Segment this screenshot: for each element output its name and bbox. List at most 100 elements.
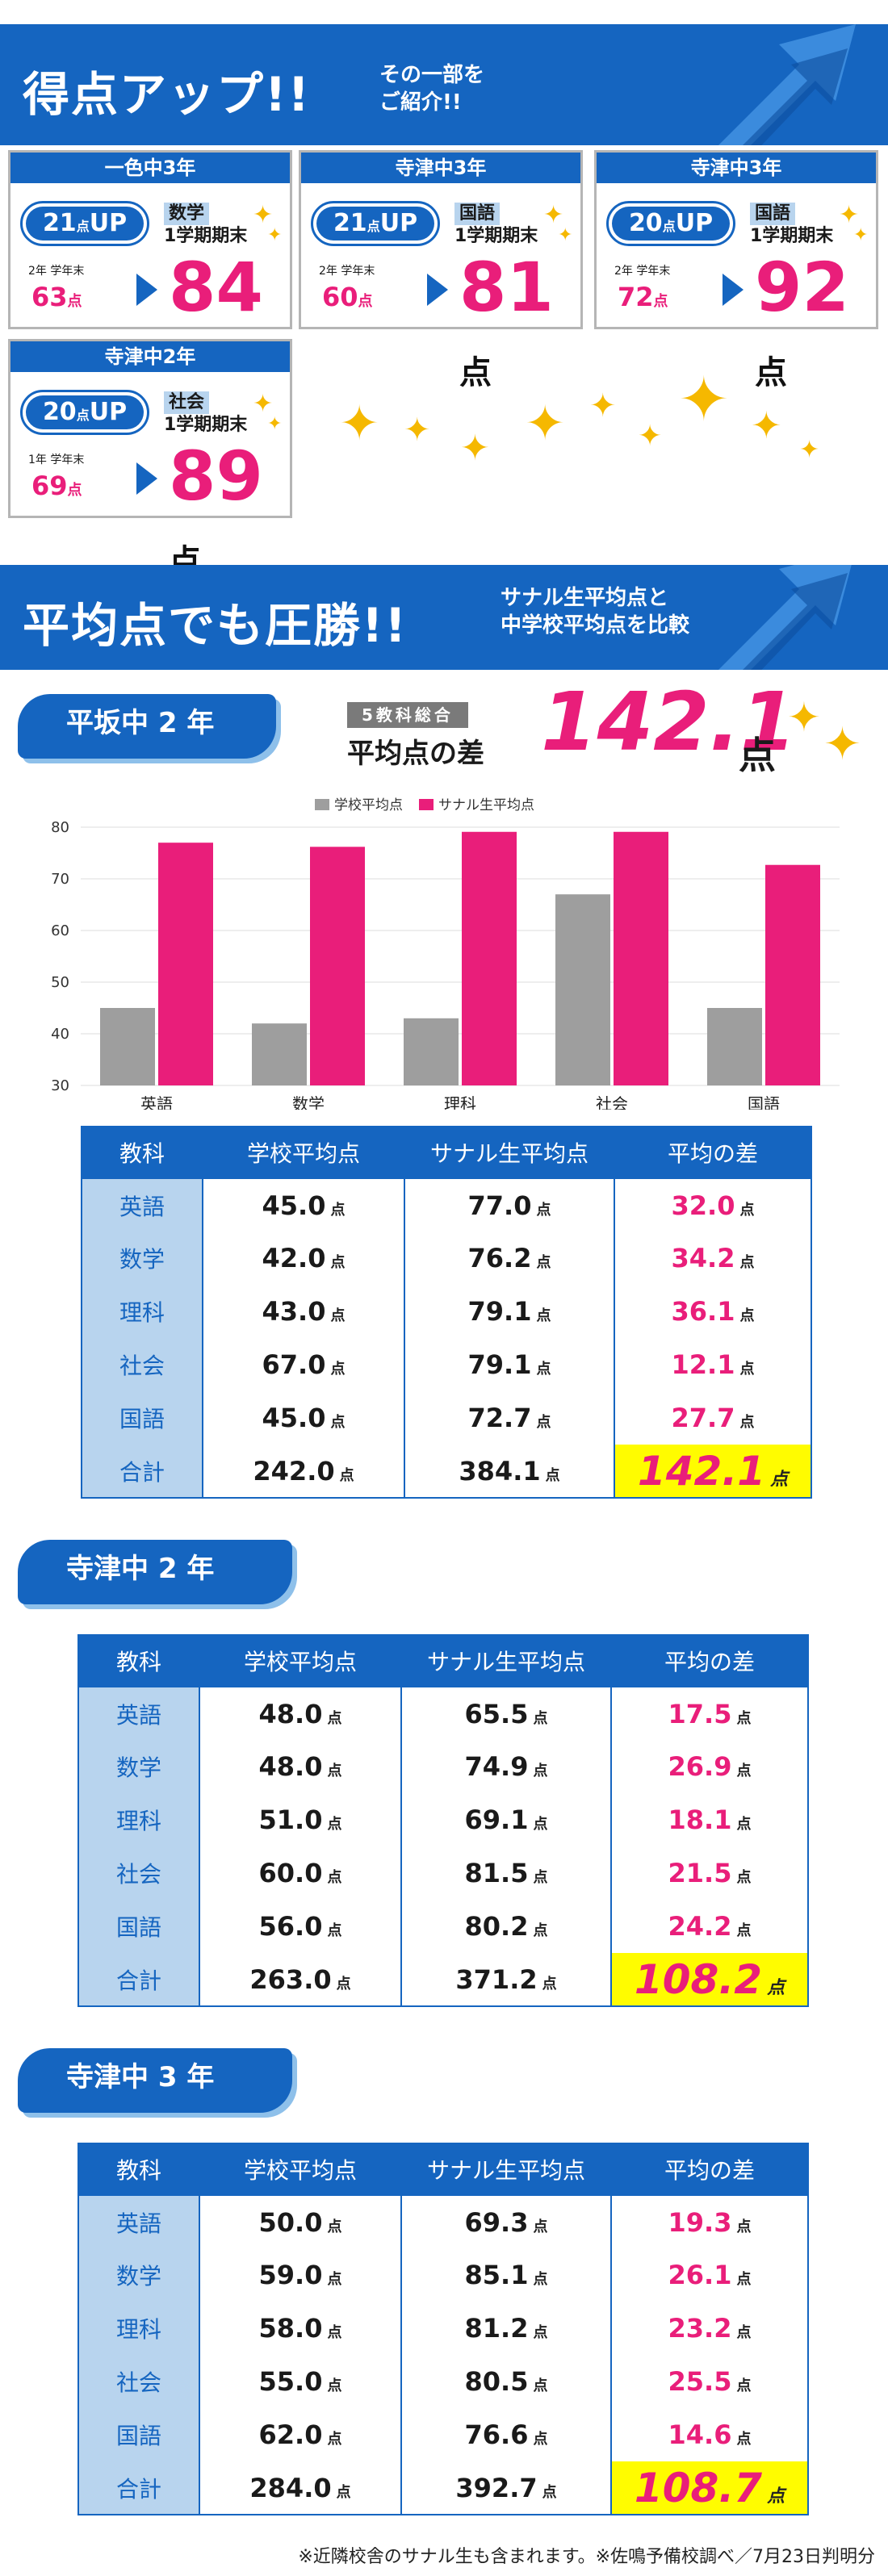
diff-value: 14.6 xyxy=(668,2419,732,2450)
legend-swatch xyxy=(315,799,329,810)
table-row: 英語 45.0 点 77.0 点 32.0 点 xyxy=(81,1178,812,1232)
table-total-row: 合計 242.0 点 384.1 点 142.1 点 xyxy=(81,1445,812,1499)
unit: 点 xyxy=(767,2486,785,2507)
sanaru-avg-value: 69.3 xyxy=(464,2206,529,2238)
card-term: 1学期期末 xyxy=(164,226,248,246)
prev-score-value: 60 xyxy=(322,282,358,312)
sanaru-total-cell: 392.7 点 xyxy=(400,2461,612,2515)
diff-cell: 19.3 点 xyxy=(610,2195,809,2248)
table-header-row: 教科 学校平均点 サナル生平均点 平均の差 xyxy=(81,1126,812,1179)
unit: 点 xyxy=(536,1254,551,1271)
subject-cell: 数学 xyxy=(77,1740,200,1793)
up-badge: 21点UP xyxy=(26,207,144,240)
subject-cell: 英語 xyxy=(77,1687,200,1740)
diff-total-cell: 142.1 点 xyxy=(614,1445,812,1499)
sum-diff-unit: 点 xyxy=(739,734,776,777)
school-avg-cell: 60.0 点 xyxy=(199,1846,402,1900)
subject-cell: 合計 xyxy=(77,1953,200,2007)
school-avg-cell: 48.0 点 xyxy=(199,1687,402,1740)
diff-cell: 14.6 点 xyxy=(610,2408,809,2461)
up-unit: 点 xyxy=(662,219,676,234)
subject-cell: 理科 xyxy=(77,1793,200,1846)
unit: 点 xyxy=(533,2324,548,2341)
school-avg-cell: 56.0 点 xyxy=(199,1900,402,1953)
unit: 点 xyxy=(330,1254,346,1271)
unit: 点 xyxy=(330,1361,346,1378)
diff-value: 27.7 xyxy=(671,1403,735,1433)
unit: 点 xyxy=(533,2377,548,2394)
sanaru-avg-value: 80.5 xyxy=(464,2366,529,2397)
table-row: 国語 62.0 点 76.6 点 14.6 点 xyxy=(77,2408,809,2461)
up-amount: 20 xyxy=(628,209,663,237)
unit: 点 xyxy=(739,1361,755,1378)
subject-cell: 国語 xyxy=(77,1900,200,1953)
table-header: 平均の差 xyxy=(610,2143,809,2196)
banner-subtitle-line2: ご紹介!! xyxy=(379,90,462,115)
card-school: 一色中3年 xyxy=(10,153,290,183)
y-tick-label: 50 xyxy=(51,974,69,991)
unit: 点 xyxy=(736,1816,752,1833)
table-header: 学校平均点 xyxy=(202,1126,405,1179)
diff-total-value: 108.7 xyxy=(634,2464,763,2511)
diff-value: 26.9 xyxy=(668,1751,732,1782)
table-header: サナル生平均点 xyxy=(404,1126,615,1179)
new-score-value: 84 xyxy=(169,248,263,327)
bar-school xyxy=(555,894,610,1085)
subject-cell: 国語 xyxy=(81,1391,203,1445)
diff-value: 12.1 xyxy=(671,1349,735,1380)
banner-subtitle-line2: 中学校平均点を比較 xyxy=(501,613,690,638)
subject-box: 国語 1学期期末 xyxy=(750,203,833,248)
card-term: 1学期期末 xyxy=(454,226,538,246)
unit: 点 xyxy=(736,1869,752,1886)
sparkle-icon: ✦ xyxy=(267,414,283,434)
banner-subtitle: サナル生平均点と 中学校平均点を比較 xyxy=(501,584,689,639)
sparkle-icon: ✦ xyxy=(638,420,663,453)
school-avg-cell: 43.0 点 xyxy=(202,1285,405,1338)
unit: 点 xyxy=(327,1816,342,1833)
score-card: 寺津中3年 21点UP 国語 1学期期末 2年 学年末 60点 81点 ✦ ✦ xyxy=(299,150,583,391)
school-avg-value: 45.0 xyxy=(262,1403,326,1433)
up-badge: 20点UP xyxy=(26,395,144,429)
banner-title: 平均点でも圧勝!! xyxy=(23,598,408,653)
card-school: 寺津中3年 xyxy=(301,153,580,183)
school-avg-cell: 48.0 点 xyxy=(199,1740,402,1793)
average-banner: 平均点でも圧勝!! サナル生平均点と 中学校平均点を比較 xyxy=(0,565,888,670)
sanaru-avg-cell: 76.6 点 xyxy=(400,2408,612,2461)
table-row: 社会 55.0 点 80.5 点 25.5 点 xyxy=(77,2355,809,2408)
bar-sanaru xyxy=(158,843,213,1085)
sparkle-icon: ✦ xyxy=(543,201,564,229)
unit: 点 xyxy=(533,1763,548,1779)
bar-school xyxy=(404,1018,459,1085)
unit: 点 xyxy=(533,2271,548,2288)
up-unit: 点 xyxy=(76,219,90,234)
average-bar-chart: 30 40 50 60 70 80 英語 数学 理科 社会 国語 学校平均点 サナル生平均点 xyxy=(51,797,840,1110)
new-score-value: 89 xyxy=(169,437,263,516)
card-subject: 社会 xyxy=(164,391,210,414)
unit: 点 xyxy=(736,1922,752,1939)
arrow-right-icon xyxy=(723,274,743,306)
up-badge: 21点UP xyxy=(316,207,434,240)
sanaru-avg-value: 72.7 xyxy=(467,1403,532,1433)
unit: 点 xyxy=(542,2483,557,2501)
subject-cell: 数学 xyxy=(81,1232,203,1285)
unit: 点 xyxy=(327,2431,342,2448)
unit: 点 xyxy=(736,2218,752,2235)
school-avg-cell: 45.0 点 xyxy=(202,1178,405,1232)
card-term: 1学期期末 xyxy=(750,226,834,246)
bar-sanaru xyxy=(462,831,517,1085)
prev-label: 2年 学年末 xyxy=(28,265,85,278)
sanaru-avg-value: 85.1 xyxy=(464,2260,529,2290)
prev-score: 69点 xyxy=(31,470,82,501)
new-score-unit: 点 xyxy=(755,354,787,391)
score-card: 寺津中2年 20点UP 社会 1学期期末 1年 学年末 69点 89点 ✦ ✦ xyxy=(8,339,292,580)
unit: 点 xyxy=(542,1975,557,1993)
unit: 点 xyxy=(536,1201,551,1219)
school-tag-terazu-2: 寺津中 2 年 xyxy=(18,1540,292,1604)
sanaru-avg-cell: 69.1 点 xyxy=(400,1793,612,1846)
unit: 点 xyxy=(739,1414,755,1431)
diff-value: 25.5 xyxy=(668,2366,732,2397)
school-avg-value: 43.0 xyxy=(262,1296,326,1327)
unit: 点 xyxy=(533,1922,548,1939)
up-pill: 21点UP xyxy=(20,201,149,246)
